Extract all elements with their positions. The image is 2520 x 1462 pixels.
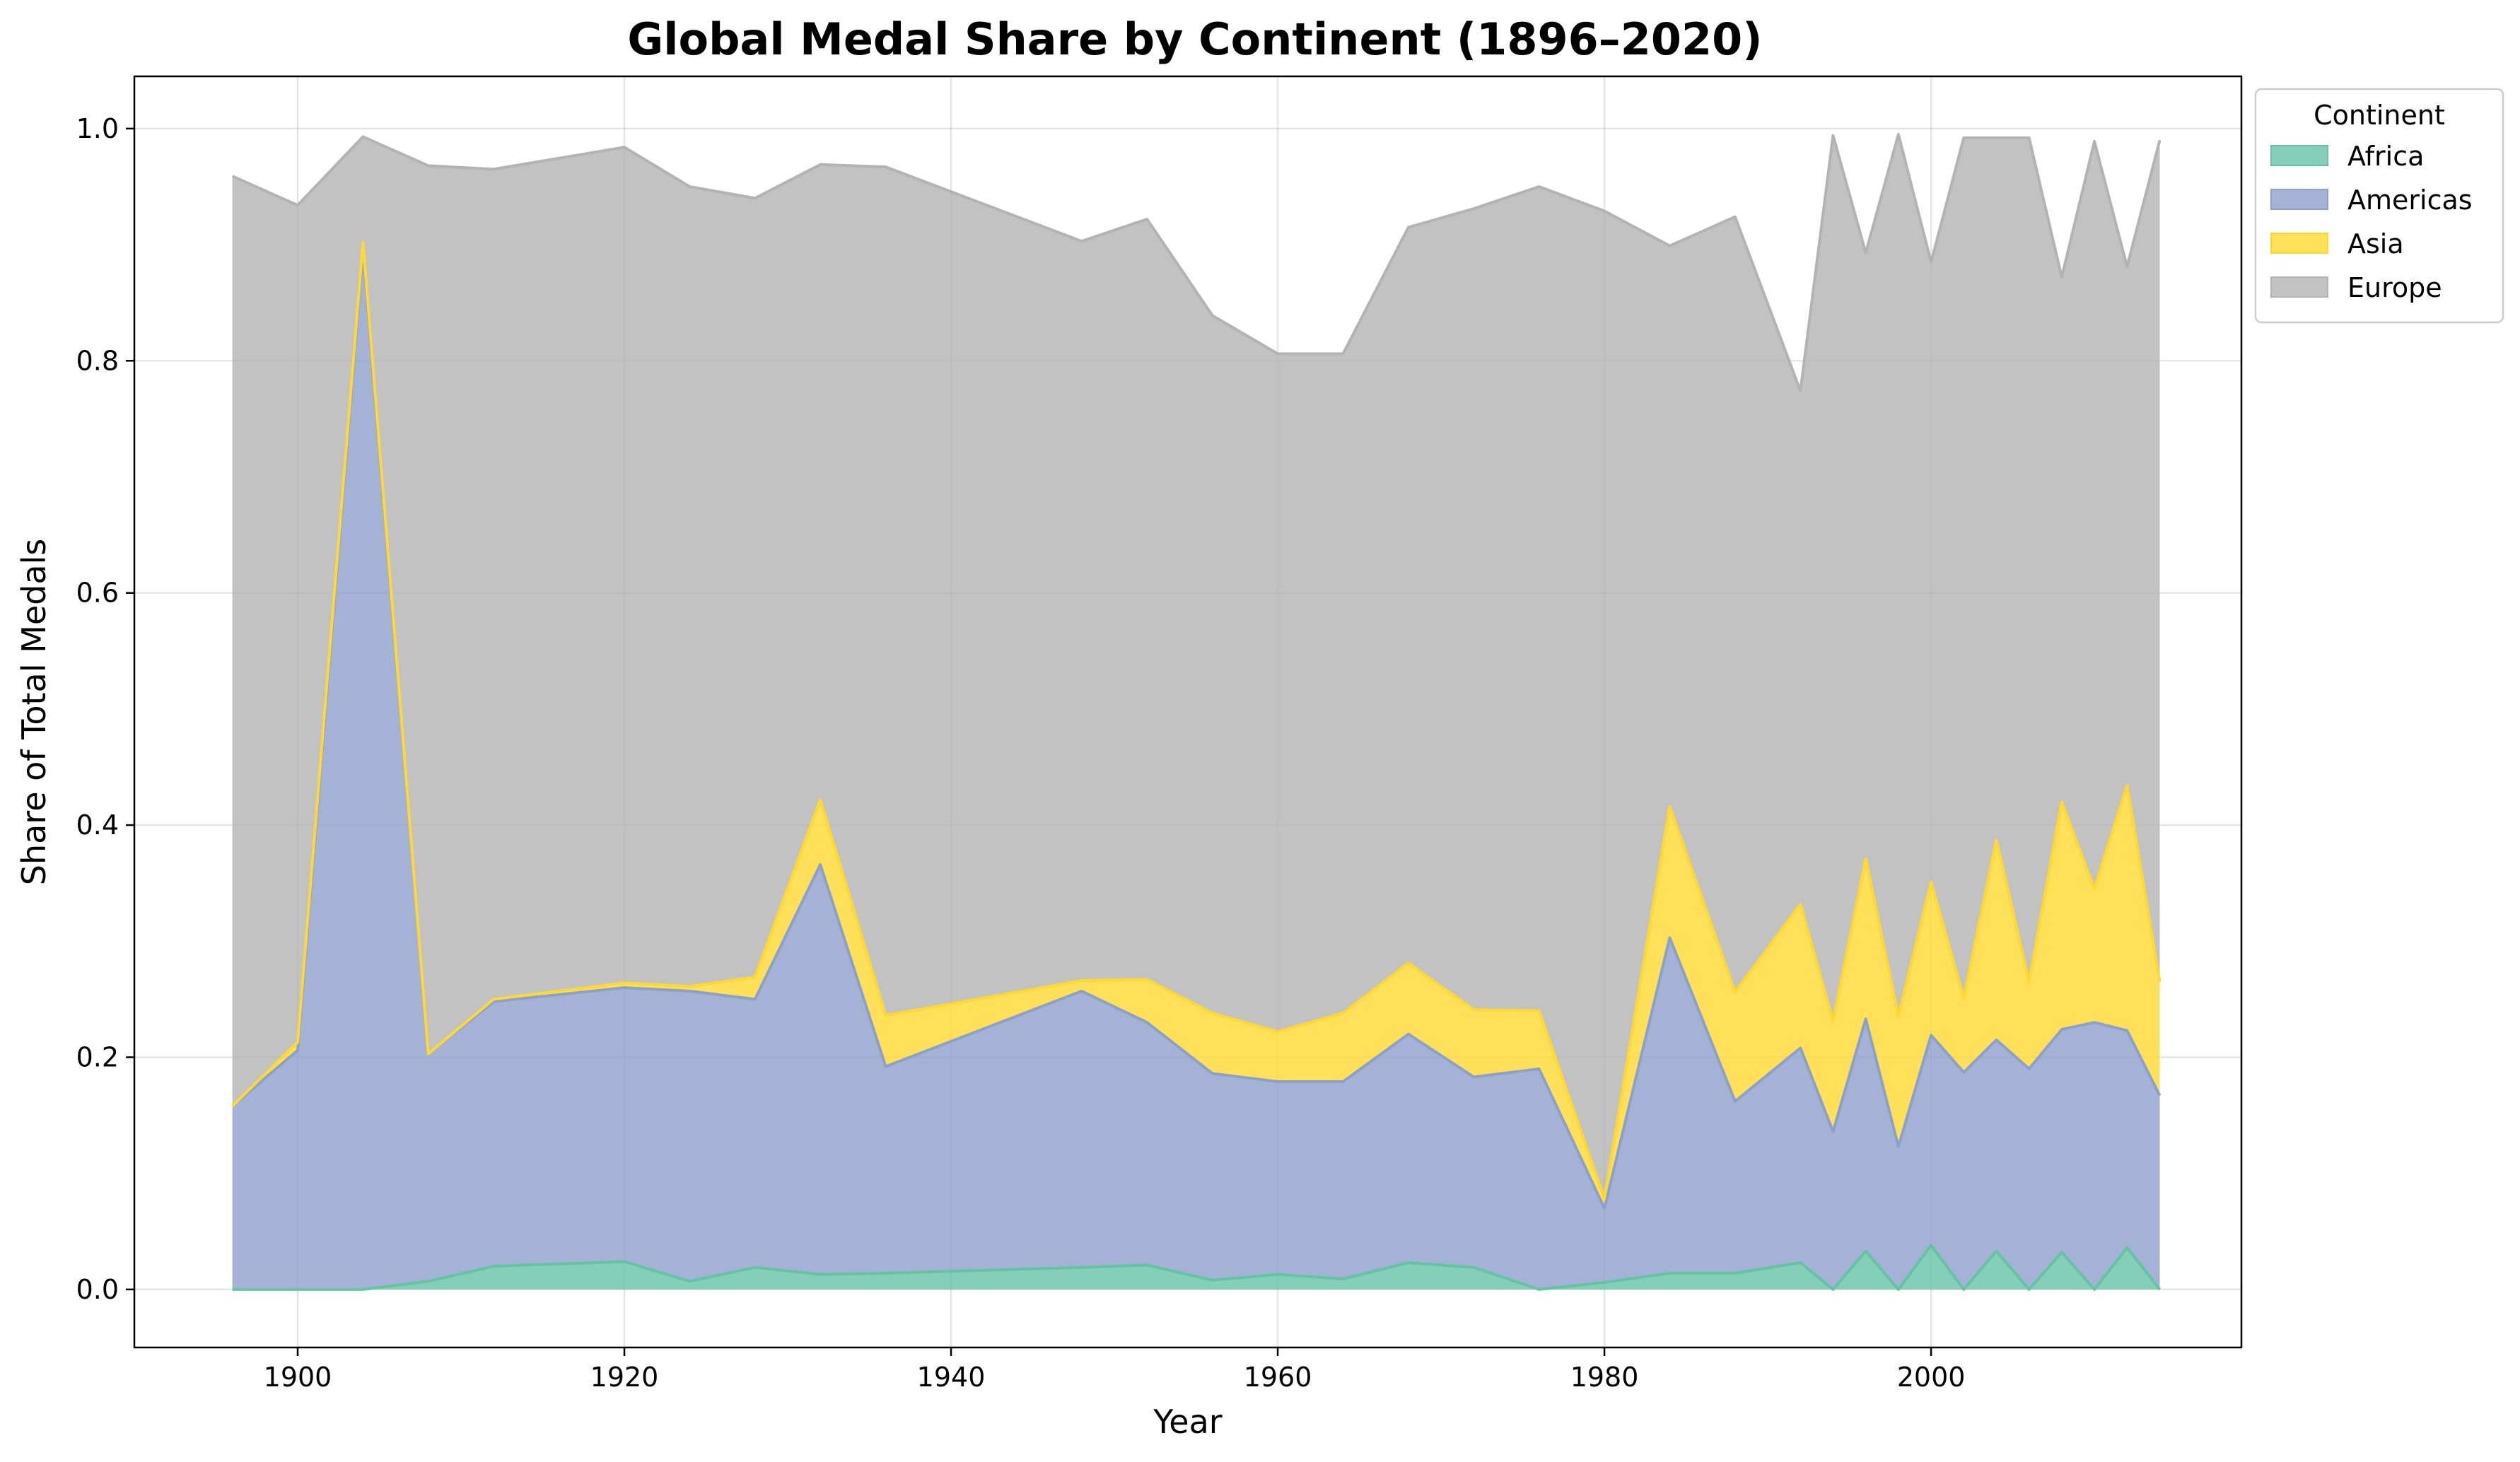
plot-lines xyxy=(231,133,2162,1291)
y-axis-label: Share of Total Medals xyxy=(15,539,53,886)
x-tick-label: 1900 xyxy=(264,1362,332,1393)
x-tick-label: 1960 xyxy=(1244,1362,1312,1393)
legend-title: Continent xyxy=(2314,100,2445,131)
plot-areas xyxy=(232,134,2160,1290)
plot-frame xyxy=(133,75,2243,1349)
x-tick-label: 1980 xyxy=(1570,1362,1639,1393)
line-europe xyxy=(231,133,2162,392)
y-tick-label: 0.8 xyxy=(76,345,119,376)
y-tick-label: 0.0 xyxy=(76,1274,119,1305)
legend-label-asia: Asia xyxy=(2347,228,2404,259)
legend-swatch-asia xyxy=(2270,233,2328,254)
y-axis: 0.0 0.2 0.4 0.6 0.8 1.0 xyxy=(76,113,134,1305)
y-tick-label: 1.0 xyxy=(76,113,119,144)
area-africa xyxy=(232,1245,2160,1290)
legend-swatch-europe xyxy=(2270,276,2328,298)
area-asia xyxy=(232,242,2160,1208)
line-asia xyxy=(231,240,2162,1200)
area-europe xyxy=(232,134,2160,1199)
legend-swatch-africa xyxy=(2270,145,2328,166)
area-americas xyxy=(232,249,2160,1290)
y-tick-label: 0.2 xyxy=(76,1041,119,1072)
legend-swatch-americas xyxy=(2270,189,2328,210)
chart-title: Global Medal Share by Continent (1896–20… xyxy=(627,13,1762,65)
legend-label-americas: Americas xyxy=(2347,185,2473,216)
x-tick-label: 2000 xyxy=(1897,1362,1966,1393)
y-tick-label: 0.4 xyxy=(76,809,119,841)
legend: Continent Africa Americas Asia Europe xyxy=(2254,88,2504,324)
x-tick-label: 1920 xyxy=(590,1362,659,1393)
y-tick-label: 0.6 xyxy=(76,578,119,609)
legend-items: Africa Americas Asia Europe xyxy=(2270,141,2473,303)
legend-label-africa: Africa xyxy=(2347,141,2424,172)
line-africa xyxy=(232,1244,2162,1291)
x-axis: 1900 1920 1940 1960 1980 2000 xyxy=(264,1347,1966,1393)
x-tick-label: 1940 xyxy=(917,1362,986,1393)
legend-label-europe: Europe xyxy=(2347,272,2442,303)
x-axis-label: Year xyxy=(1153,1403,1222,1441)
line-americas xyxy=(231,247,2162,1210)
